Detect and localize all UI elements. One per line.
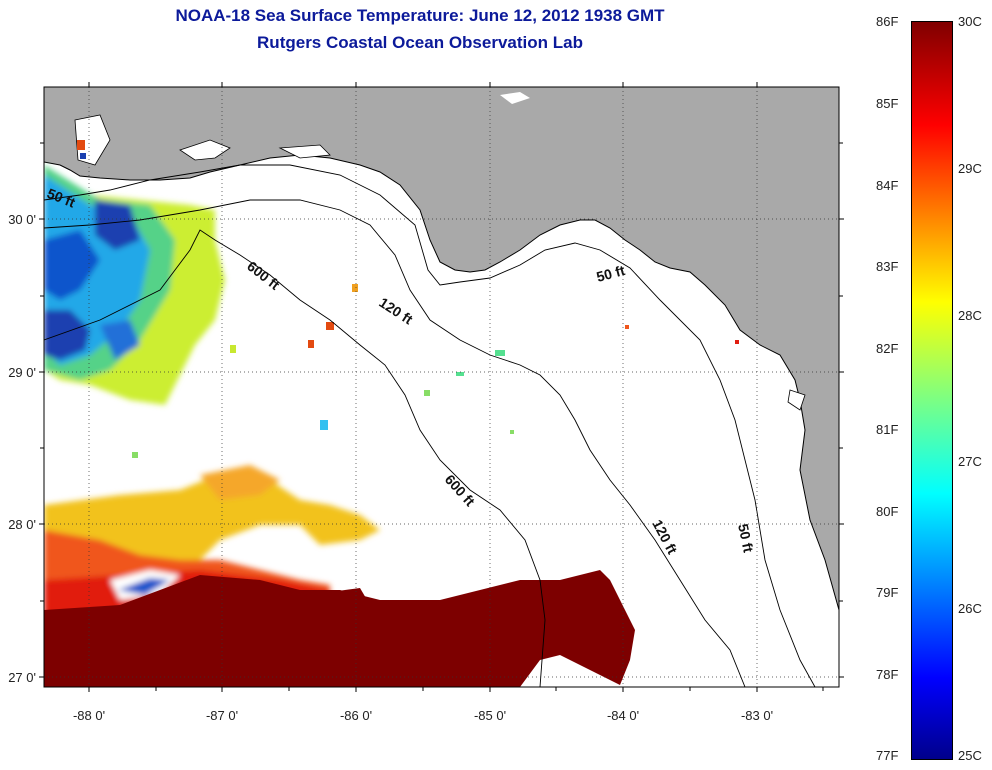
colorbar-label-f: 85F xyxy=(876,96,899,111)
latitude-label: 29 0' xyxy=(8,365,36,380)
colorbar-label-f: 82F xyxy=(876,341,899,356)
colorbar-label-f: 78F xyxy=(876,667,899,682)
colorbar-label-c: 27C xyxy=(958,454,982,469)
colorbar-label-c: 29C xyxy=(958,161,982,176)
colorbar-label-f: 79F xyxy=(876,585,899,600)
latitude-label: 30 0' xyxy=(8,212,36,227)
colorbar-label-f: 77F xyxy=(876,748,899,763)
axis-ticks xyxy=(39,82,844,692)
longitude-label: -84 0' xyxy=(607,708,639,723)
isobath-600ft xyxy=(44,229,546,687)
longitude-label: -86 0' xyxy=(340,708,372,723)
latitude-axis: 30 0' 29 0' 28 0' 27 0' xyxy=(8,212,36,685)
longitude-label: -88 0' xyxy=(73,708,105,723)
temperature-colorbar xyxy=(911,21,953,760)
bay xyxy=(179,139,231,161)
latitude-label: 28 0' xyxy=(8,517,36,532)
longitude-axis: -88 0' -87 0' -86 0' -85 0' -84 0' -83 0… xyxy=(73,708,773,723)
colorbar-label-c: 25C xyxy=(958,748,982,763)
colorbar-label-f: 83F xyxy=(876,259,899,274)
map-frame xyxy=(43,86,840,688)
bay xyxy=(787,389,806,411)
colorbar-label-c: 28C xyxy=(958,308,982,323)
colorbar-label-f: 80F xyxy=(876,504,899,519)
isobath-50ft-west xyxy=(44,164,816,687)
sst-scattered-pixels xyxy=(77,140,739,458)
longitude-label: -83 0' xyxy=(741,708,773,723)
colorbar-label-f: 81F xyxy=(876,422,899,437)
latitude-label: 27 0' xyxy=(8,670,36,685)
colorbar-label-f: 86F xyxy=(876,14,899,29)
map-title: NOAA-18 Sea Surface Temperature: June 12… xyxy=(175,6,665,25)
isobath-label: 50 ft xyxy=(595,262,627,285)
colorbar-label-c: 26C xyxy=(958,601,982,616)
graticule xyxy=(44,87,839,687)
isobath-label: 50 ft xyxy=(735,522,757,554)
bay xyxy=(278,144,331,159)
longitude-label: -85 0' xyxy=(474,708,506,723)
colorbar-label-f: 84F xyxy=(876,178,899,193)
sst-map: 50 ft 600 ft 120 ft 50 ft 600 ft 120 ft … xyxy=(8,82,844,723)
sst-hot-region xyxy=(330,588,370,610)
map-subtitle: Rutgers Coastal Ocean Observation Lab xyxy=(257,33,583,52)
bay xyxy=(74,114,111,166)
sst-hot-region xyxy=(44,570,635,687)
longitude-label: -87 0' xyxy=(206,708,238,723)
land-mass xyxy=(44,87,839,611)
lake xyxy=(500,92,530,104)
colorbar-label-c: 30C xyxy=(958,14,982,29)
